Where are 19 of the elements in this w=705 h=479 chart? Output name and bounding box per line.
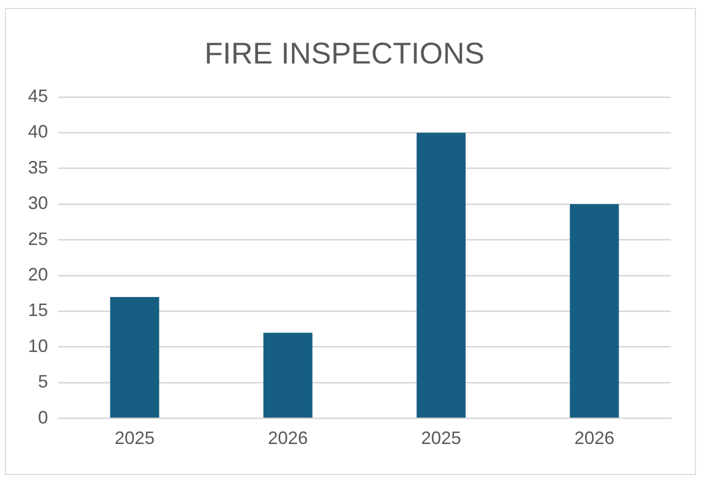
x-tick-label: 2025: [114, 428, 155, 448]
y-tick-label: 35: [28, 157, 48, 178]
y-tick-label: 40: [28, 122, 48, 142]
chart-title: FIRE INSPECTIONS: [204, 37, 485, 70]
bar: [263, 332, 312, 418]
x-tick-label: 2025: [421, 428, 462, 448]
bar: [110, 296, 160, 418]
y-tick-label: 10: [28, 336, 48, 356]
y-tick-label: 5: [38, 372, 48, 392]
y-tick-label: 0: [38, 407, 48, 428]
x-tick-label: 2026: [268, 428, 308, 448]
x-tick-label: 2026: [574, 428, 614, 448]
y-tick-label: 20: [28, 264, 48, 285]
bar: [570, 204, 619, 418]
y-tick-label: 25: [28, 228, 48, 249]
y-tick-label: 15: [28, 300, 48, 320]
y-tick-label: 45: [28, 86, 48, 106]
y-tick-label: 30: [28, 193, 48, 214]
bar: [416, 132, 466, 418]
